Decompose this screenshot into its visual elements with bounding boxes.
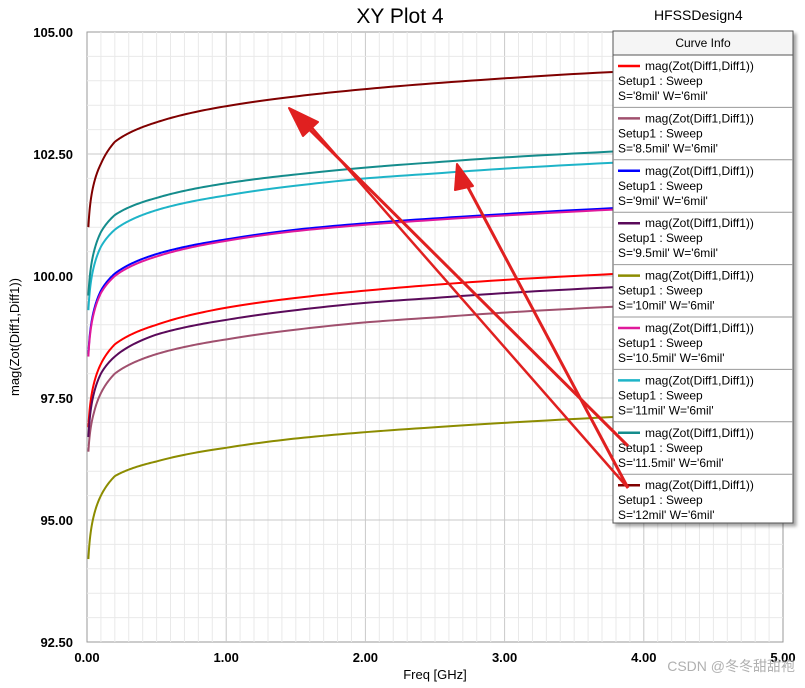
legend-variation: S='8mil' W='6mil'	[618, 89, 708, 103]
legend-setup: Setup1 : Sweep	[618, 179, 703, 193]
legend-setup: Setup1 : Sweep	[618, 231, 703, 245]
legend-entry: mag(Zot(Diff1,Diff1))Setup1 : SweepS='9m…	[613, 159, 793, 208]
x-tick-label: 5.00	[770, 650, 795, 665]
y-tick-label: 95.00	[40, 513, 73, 528]
legend-setup: Setup1 : Sweep	[618, 441, 703, 455]
legend-title: Curve Info	[675, 36, 731, 50]
y-tick-labels: 92.50 95.00 97.50 100.00 102.50 105.00	[33, 25, 73, 650]
legend-setup: Setup1 : Sweep	[618, 74, 703, 88]
legend-entry: mag(Zot(Diff1,Diff1))Setup1 : SweepS='12…	[613, 473, 793, 522]
legend-variation: S='9mil' W='6mil'	[618, 194, 708, 208]
legend-entries: mag(Zot(Diff1,Diff1))Setup1 : SweepS='8m…	[613, 59, 793, 522]
y-tick-label: 97.50	[40, 391, 73, 406]
design-name: HFSSDesign4	[654, 7, 743, 23]
legend-variation: S='11mil' W='6mil'	[618, 403, 714, 417]
y-tick-label: 102.50	[33, 147, 73, 162]
legend-entry: mag(Zot(Diff1,Diff1))Setup1 : SweepS='8.…	[613, 106, 793, 155]
annotation-arrow-line	[305, 120, 629, 489]
series-line-6	[87, 202, 783, 357]
legend-variation: S='8.5mil' W='6mil'	[618, 141, 718, 155]
x-axis-label: Freq [GHz]	[403, 667, 467, 682]
legend-entry: mag(Zot(Diff1,Diff1))Setup1 : SweepS='11…	[613, 421, 793, 470]
legend-entry: mag(Zot(Diff1,Diff1))Setup1 : SweepS='9.…	[613, 211, 793, 260]
legend-entry: mag(Zot(Diff1,Diff1))Setup1 : SweepS='10…	[613, 316, 793, 365]
legend-variation: S='10.5mil' W='6mil'	[618, 351, 725, 365]
legend-setup: Setup1 : Sweep	[618, 336, 703, 350]
legend-entry: mag(Zot(Diff1,Diff1))Setup1 : SweepS='10…	[613, 264, 793, 313]
series-line-4	[87, 279, 783, 438]
annotation-arrow-line	[460, 175, 630, 489]
series-line-9	[87, 64, 783, 228]
legend-series-name: mag(Zot(Diff1,Diff1))	[645, 321, 754, 335]
y-tick-label: 100.00	[33, 269, 73, 284]
x-tick-label: 1.00	[214, 650, 239, 665]
series-group	[87, 64, 783, 560]
legend-series-name: mag(Zot(Diff1,Diff1))	[645, 426, 754, 440]
legend-setup: Setup1 : Sweep	[618, 126, 703, 140]
x-tick-label: 3.00	[492, 650, 517, 665]
annotation-arrow-head	[454, 163, 474, 191]
legend-setup: Setup1 : Sweep	[618, 493, 703, 507]
series-line-2	[87, 299, 783, 453]
legend-header	[612, 30, 794, 56]
legend-series-name: mag(Zot(Diff1,Diff1))	[645, 164, 754, 178]
legend-series-name: mag(Zot(Diff1,Diff1))	[645, 478, 754, 492]
legend: Curve Info mag(Zot(Diff1,Diff1))Setup1 :…	[612, 30, 794, 524]
legend-variation: S='9.5mil' W='6mil'	[618, 246, 718, 260]
annotation-arrow-line	[298, 118, 630, 448]
x-tick-label: 0.00	[74, 650, 99, 665]
chart-title: XY Plot 4	[356, 5, 443, 28]
watermark: CSDN @冬冬甜甜袍	[667, 658, 795, 674]
legend-series-name: mag(Zot(Diff1,Diff1))	[645, 269, 754, 283]
series-line-7	[87, 155, 783, 311]
legend-series-name: mag(Zot(Diff1,Diff1))	[645, 216, 754, 230]
legend-setup: Setup1 : Sweep	[618, 388, 703, 402]
legend-variation: S='10mil' W='6mil'	[618, 299, 715, 313]
x-tick-labels: 0.00 1.00 2.00 3.00 4.00 5.00	[74, 650, 795, 665]
legend-series-name: mag(Zot(Diff1,Diff1))	[645, 111, 754, 125]
annotation-arrow-head	[288, 107, 319, 137]
x-tick-label: 2.00	[353, 650, 378, 665]
series-line-5	[87, 409, 783, 560]
legend-series-name: mag(Zot(Diff1,Diff1))	[645, 59, 754, 73]
annotation-arrows	[288, 107, 630, 489]
y-axis-label: mag(Zot(Diff1,Diff1))	[7, 278, 22, 396]
series-line-8	[87, 144, 783, 296]
legend-entry: mag(Zot(Diff1,Diff1))Setup1 : SweepS='11…	[613, 368, 793, 417]
legend-box	[612, 30, 794, 524]
legend-entry: mag(Zot(Diff1,Diff1))Setup1 : SweepS='8m…	[618, 59, 754, 103]
legend-variation: S='11.5mil' W='6mil'	[618, 456, 724, 470]
x-tick-label: 4.00	[631, 650, 656, 665]
y-tick-label: 105.00	[33, 25, 73, 40]
legend-variation: S='12mil' W='6mil'	[618, 508, 715, 522]
legend-setup: Setup1 : Sweep	[618, 284, 703, 298]
y-tick-label: 92.50	[40, 635, 73, 650]
legend-series-name: mag(Zot(Diff1,Diff1))	[645, 373, 754, 387]
series-line-1	[87, 266, 783, 428]
